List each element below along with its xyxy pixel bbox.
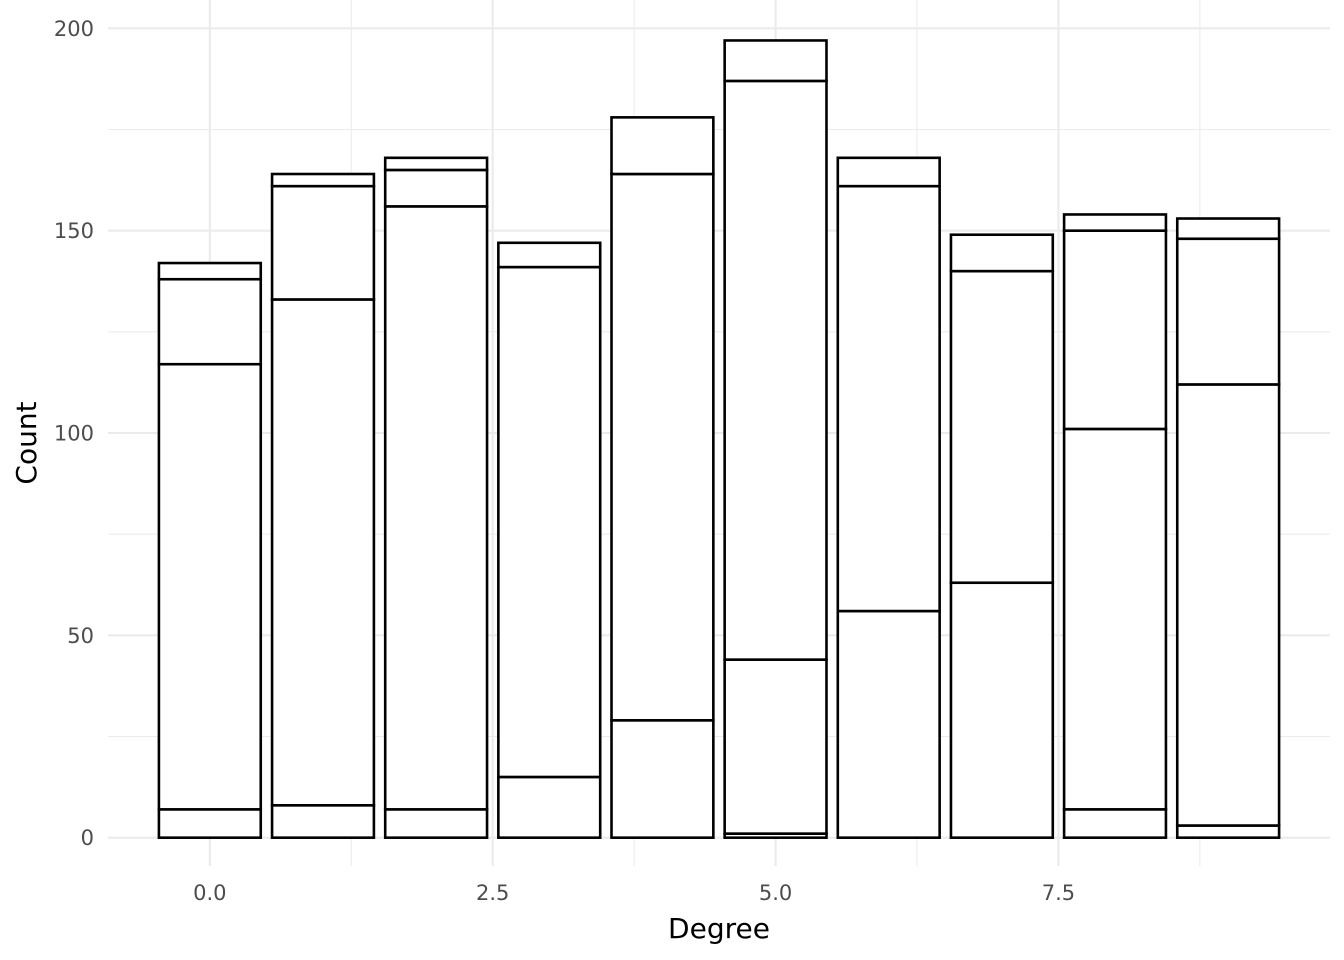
bar-segment: [610, 719, 715, 839]
x-axis-title: Degree: [668, 912, 770, 945]
bar-segment: [610, 116, 715, 176]
bar-segment: [610, 172, 715, 722]
bar-segment: [1175, 237, 1281, 386]
bar-segment: [949, 269, 1055, 585]
bar-segment: [1062, 808, 1168, 839]
x-tick-label: 2.5: [476, 881, 509, 905]
bar-segment: [383, 168, 489, 208]
bar-segment: [383, 205, 489, 811]
y-tick-label: 0: [81, 826, 94, 850]
bar-segment: [497, 775, 602, 839]
x-tick-label: 0.0: [193, 881, 226, 905]
bar-segment: [723, 658, 828, 835]
y-tick-label: 150: [54, 219, 94, 243]
y-tick-label: 100: [54, 422, 94, 446]
y-axis-title: Count: [10, 401, 43, 484]
bar-segment: [497, 241, 602, 269]
bar-segment: [270, 172, 376, 188]
bar-segment: [157, 362, 263, 811]
bar-segment: [836, 184, 941, 613]
bar-segment: [157, 808, 263, 839]
bar-segment: [1175, 824, 1281, 839]
bar-segment: [383, 808, 489, 839]
stacked-bars: [157, 39, 1281, 839]
bar-segment: [723, 79, 828, 661]
bar-segment: [1062, 229, 1168, 431]
y-axis-tick-labels: 0 50 100 150 200: [54, 17, 94, 850]
bar-segment: [1175, 217, 1281, 241]
bar-segment: [723, 39, 828, 83]
y-tick-label: 50: [67, 624, 94, 648]
y-tick-label: 200: [54, 17, 94, 41]
bar-segment: [270, 803, 376, 839]
bar-segment: [836, 156, 941, 188]
x-tick-label: 5.0: [759, 881, 792, 905]
bar-segment: [383, 156, 489, 172]
bar-segment: [157, 277, 263, 366]
bar-segment: [836, 609, 941, 839]
x-tick-label: 7.5: [1042, 881, 1075, 905]
bar-segment: [1062, 213, 1168, 232]
bar-segment: [157, 261, 263, 281]
bar-segment: [270, 184, 376, 301]
bar-segment: [1062, 427, 1168, 811]
bar-segment: [949, 581, 1055, 839]
bar-segment: [270, 298, 376, 807]
x-axis-tick-labels: 0.0 2.5 5.0 7.5: [193, 881, 1075, 905]
bar-segment: [497, 265, 602, 779]
bar-segment: [949, 233, 1055, 273]
bar-segment: [1175, 383, 1281, 827]
